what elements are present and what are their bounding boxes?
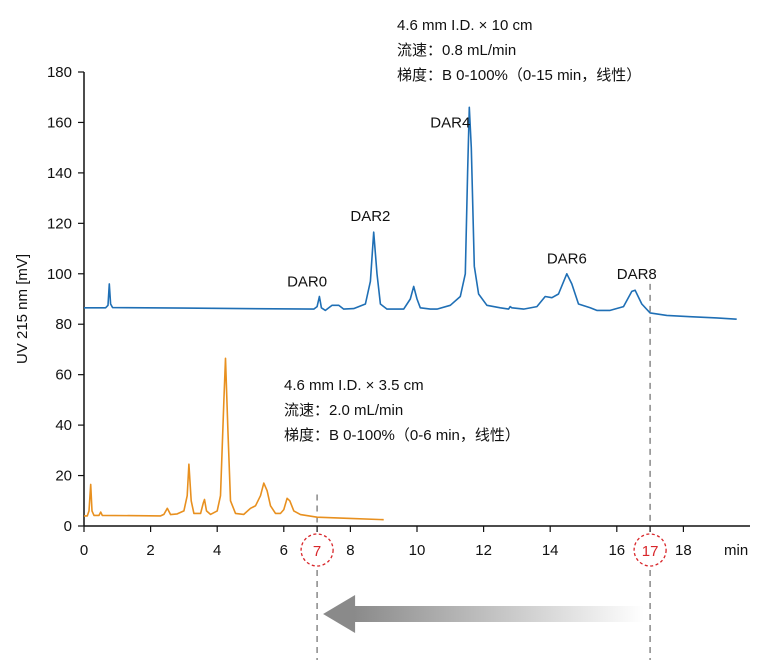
x-tick-label: 14 [542,542,559,559]
method-annotation-line: 梯度：B 0-100%（0-6 min，线性） [284,427,520,444]
method-annotation-line: 4.6 mm I.D. × 3.5 cm [284,377,424,394]
y-tick-label: 40 [55,417,72,434]
y-tick-label: 0 [64,518,72,535]
peak-label: DAR4 [430,114,470,131]
highlight-circle [300,533,334,567]
x-tick-label: 8 [346,542,354,559]
x-tick-label: 12 [475,542,492,559]
method-annotation-line: 梯度：B 0-100%（0-15 min，线性） [397,67,641,84]
y-tick-label: 140 [47,165,72,182]
x-tick-label: 10 [409,542,426,559]
method-annotation-line: 4.6 mm I.D. × 10 cm [397,17,532,34]
peak-label: DAR0 [287,273,327,290]
arrow-head [323,595,356,633]
x-tick-label-highlight: 7 [313,543,321,560]
arrow-shaft [353,606,645,622]
y-tick-label: 160 [47,114,72,131]
y-tick-label: 60 [55,367,72,384]
series-line-1 [84,106,737,320]
x-tick-label: 4 [213,542,221,559]
y-axis-label: UV 215 nm [mV] [14,254,31,364]
peak-label: DAR8 [617,266,657,283]
peak-label: DAR6 [547,251,587,268]
y-tick-label: 100 [47,266,72,283]
method-annotation-line: 流速：2.0 mL/min [284,402,403,419]
x-tick-label: 2 [146,542,154,559]
x-axis-label: min [724,542,748,559]
x-tick-label: 0 [80,542,88,559]
y-tick-label: 180 [47,64,72,81]
series-line-2 [84,357,384,521]
x-tick-label: 18 [675,542,692,559]
x-tick-label-highlight: 17 [642,543,659,560]
peak-label: DAR2 [350,208,390,225]
y-tick-label: 80 [55,316,72,333]
x-tick-label: 6 [280,542,288,559]
method-annotation-line: 流速：0.8 mL/min [397,42,516,59]
y-tick-label: 20 [55,468,72,485]
x-tick-label: 16 [608,542,625,559]
y-tick-label: 120 [47,215,72,232]
highlight-circle [633,533,667,567]
